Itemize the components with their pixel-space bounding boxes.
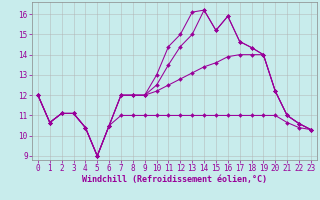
X-axis label: Windchill (Refroidissement éolien,°C): Windchill (Refroidissement éolien,°C) xyxy=(82,175,267,184)
